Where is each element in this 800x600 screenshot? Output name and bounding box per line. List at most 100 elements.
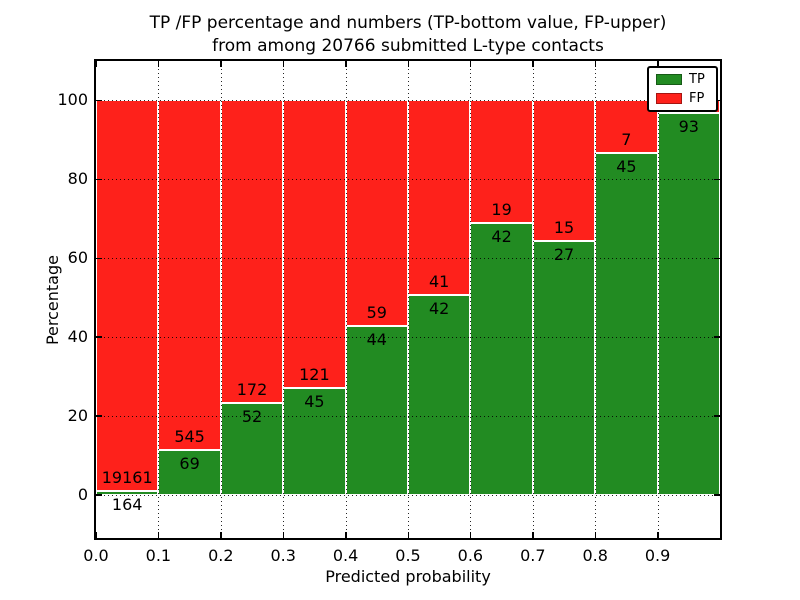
vertical-gridline <box>657 61 659 538</box>
x-tick-mark <box>469 61 472 67</box>
x-tick-label: 0.4 <box>332 546 359 565</box>
x-tick-mark <box>657 532 659 538</box>
legend-swatch-tp-icon <box>656 74 682 85</box>
x-tick-mark <box>469 532 472 538</box>
bar-tp-count-label: 42 <box>429 299 450 319</box>
x-tick-mark <box>157 61 160 67</box>
vertical-gridline <box>283 61 285 538</box>
x-tick-mark <box>95 532 97 538</box>
x-tick-label: 0.3 <box>270 546 296 565</box>
horizontal-gridline <box>96 258 720 260</box>
x-tick-mark <box>719 61 721 67</box>
bar-tp-count-label: 93 <box>678 116 699 136</box>
x-tick-label: 0.2 <box>208 546 234 565</box>
y-tick-mark <box>96 336 102 338</box>
x-tick-mark <box>282 61 285 67</box>
bar-fp-count-label: 59 <box>366 303 387 323</box>
y-tick-mark <box>714 336 720 338</box>
x-axis-label: Predicted probability <box>325 567 491 586</box>
bar-tp-segment <box>470 223 533 495</box>
bar-fp-segment <box>96 100 159 492</box>
bar-tp-segment <box>595 153 658 495</box>
x-tick-mark <box>657 61 659 67</box>
y-tick-mark <box>96 494 102 496</box>
bar-fp-segment <box>408 100 471 296</box>
x-tick-mark <box>594 532 597 538</box>
vertical-gridline <box>470 61 472 538</box>
y-axis-label: Percentage <box>43 255 62 346</box>
y-tick-mark <box>96 257 102 260</box>
vertical-gridline <box>158 61 160 538</box>
chart-title-line1: TP /FP percentage and numbers (TP-bottom… <box>149 13 667 33</box>
bar-fp-count-label: 41 <box>429 272 450 292</box>
vertical-gridline <box>220 61 222 538</box>
vertical-gridline <box>408 61 409 538</box>
x-tick-label: 0.8 <box>582 546 608 565</box>
bar-tp-segment <box>96 491 159 495</box>
bar-fp-count-label: 7 <box>621 130 632 150</box>
bar-tp-segment <box>408 295 471 495</box>
bar-tp-count-label: 42 <box>491 227 512 247</box>
bar-fp-segment <box>470 100 533 224</box>
bar-tp-segment <box>657 112 720 495</box>
y-tick-mark <box>714 494 720 496</box>
y-tick-mark <box>96 178 102 181</box>
legend-swatch-fp-icon <box>656 93 682 104</box>
vertical-gridline <box>595 61 597 538</box>
y-tick-label: 100 <box>57 90 88 110</box>
x-tick-mark <box>345 532 347 538</box>
x-tick-mark <box>594 61 597 67</box>
vertical-gridline <box>345 61 347 538</box>
y-tick-label: 20 <box>67 405 88 425</box>
horizontal-gridline <box>96 494 720 496</box>
bar-fp-count-label: 19 <box>491 200 512 220</box>
bar-fp-count-label: 172 <box>236 380 268 400</box>
bar-tp-count-label: 45 <box>304 391 325 411</box>
bar-tp-count-label: 69 <box>179 454 200 474</box>
bar-tp-count-label: 164 <box>111 495 143 515</box>
legend-item-fp: FP <box>656 92 709 105</box>
x-tick-mark <box>282 532 285 538</box>
chart-title-line2: from among 20766 submitted L-type contac… <box>212 36 604 56</box>
bar-tp-count-label: 45 <box>616 157 637 177</box>
bar-tp-count-label: 52 <box>241 407 263 427</box>
x-tick-mark <box>407 532 409 538</box>
bar-fp-segment <box>220 100 284 404</box>
y-tick-label: 0 <box>77 484 88 504</box>
axes-frame <box>94 59 722 540</box>
legend-label-fp: FP <box>689 91 705 106</box>
y-tick-label: 40 <box>67 326 88 346</box>
bar-fp-count-label: 545 <box>174 427 205 447</box>
x-tick-label: 0.1 <box>145 546 172 565</box>
y-tick-mark <box>96 99 102 102</box>
legend-label-tp: TP <box>689 72 705 87</box>
horizontal-gridline <box>96 336 720 338</box>
bar-fp-segment <box>158 100 221 451</box>
bar-tp-segment <box>345 326 408 495</box>
bar-tp-count-label: 27 <box>553 245 575 265</box>
bar-tp-segment <box>532 241 596 495</box>
legend: TP FP <box>647 66 718 112</box>
bar-fp-count-label: 19161 <box>101 468 153 488</box>
bar-fp-segment <box>283 100 346 388</box>
y-tick-label: 80 <box>67 169 88 189</box>
y-tick-mark <box>96 415 102 417</box>
horizontal-gridline <box>96 100 720 102</box>
x-tick-mark <box>532 532 534 538</box>
chart-title: TP /FP percentage and numbers (TP-bottom… <box>96 12 720 58</box>
bar-fp-count-label: 121 <box>299 364 330 384</box>
x-tick-mark <box>532 61 534 67</box>
y-tick-mark <box>714 178 720 181</box>
x-tick-mark <box>157 532 160 538</box>
y-tick-mark <box>714 415 720 417</box>
x-tick-label: 0.5 <box>395 546 421 565</box>
x-tick-label: 0.9 <box>644 546 671 565</box>
x-tick-label: 0.0 <box>83 546 109 565</box>
bar-tp-segment <box>283 387 346 495</box>
bar-tp-count-label: 44 <box>366 330 387 350</box>
y-tick-label: 60 <box>67 248 88 268</box>
legend-item-tp: TP <box>656 73 709 86</box>
x-tick-label: 0.6 <box>457 546 484 565</box>
horizontal-gridline <box>96 179 720 181</box>
